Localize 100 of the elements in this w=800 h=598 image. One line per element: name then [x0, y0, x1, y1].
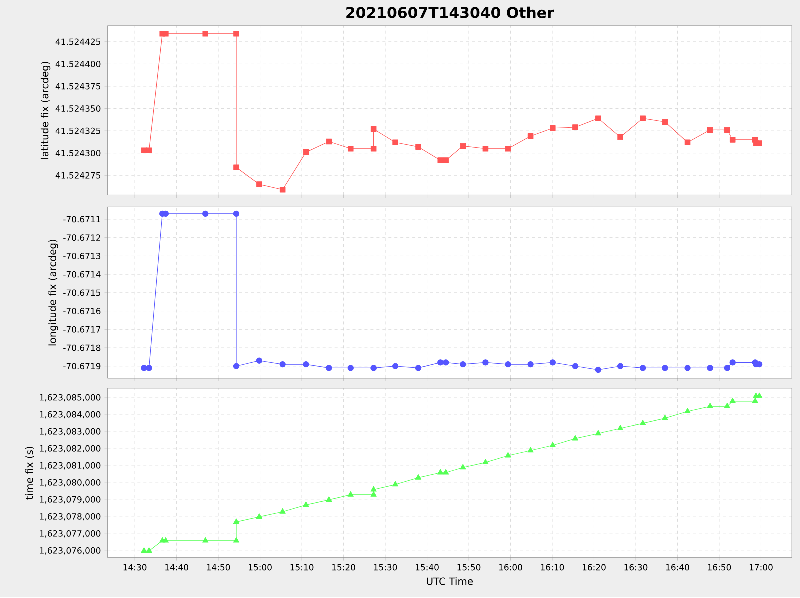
- y-tick-label: 41.524300: [56, 150, 101, 157]
- x-tick-label: 17:00: [750, 564, 773, 571]
- y-tick-label: -70.6714: [64, 272, 101, 278]
- point: [202, 211, 209, 218]
- x-tick-label: 16:50: [708, 564, 732, 571]
- point: [528, 362, 534, 368]
- point: [662, 365, 668, 372]
- point: [280, 362, 286, 368]
- y-axis-title: time fix (s): [26, 447, 34, 500]
- y-tick-label: 41.524275: [56, 172, 100, 180]
- point: [415, 365, 422, 372]
- point: [596, 116, 602, 122]
- x-tick-label: 16:00: [499, 564, 522, 571]
- x-tick-label: 16:40: [666, 564, 690, 571]
- y-tick-label: -70.6717: [64, 326, 101, 334]
- point: [280, 187, 286, 193]
- y-tick-label: -70.6711: [64, 216, 100, 223]
- x-tick-label: 14:30: [124, 564, 147, 571]
- point: [505, 146, 512, 152]
- y-tick-label: 1,623,084,000: [40, 412, 101, 419]
- chart-title: 20210607T143040 Other: [346, 7, 554, 19]
- point: [256, 358, 263, 364]
- point: [443, 158, 449, 164]
- point: [146, 365, 152, 372]
- point: [572, 124, 578, 131]
- point: [392, 140, 398, 146]
- point: [416, 144, 422, 150]
- y-tick-label: 41.524350: [56, 106, 101, 112]
- point: [392, 363, 399, 370]
- point: [442, 360, 450, 366]
- point: [730, 360, 736, 366]
- point: [348, 146, 354, 152]
- y-tick-label: 41.524325: [56, 128, 100, 134]
- point: [505, 362, 512, 368]
- point: [724, 365, 731, 372]
- y-axis-title: latitude fix (arcdeg): [40, 62, 51, 160]
- y-axis-title: longitude fix (arcdeg): [48, 240, 58, 346]
- point: [438, 360, 444, 366]
- x-tick-label: 14:40: [166, 564, 188, 571]
- point: [370, 146, 377, 152]
- y-tick-label: 41.524375: [56, 83, 100, 90]
- point: [618, 134, 624, 140]
- point: [370, 126, 377, 132]
- x-tick-label: 15:10: [290, 564, 314, 571]
- point: [482, 146, 489, 152]
- point: [163, 31, 169, 37]
- point: [233, 363, 240, 370]
- y-tick-label: 1,623,082,000: [40, 446, 101, 453]
- y-tick-label: -70.6712: [64, 234, 100, 242]
- point: [640, 365, 646, 372]
- y-tick-label: 1,623,077,000: [40, 530, 101, 538]
- x-tick-label: 15:00: [249, 564, 272, 571]
- point: [482, 360, 489, 366]
- y-tick-label: -70.6719: [64, 363, 101, 370]
- point: [640, 116, 646, 122]
- point: [550, 126, 556, 132]
- y-tick-label: 1,623,076,000: [40, 548, 101, 555]
- x-axis-title: UTC Time: [427, 578, 474, 586]
- point: [326, 139, 332, 145]
- point: [141, 148, 148, 154]
- point: [146, 148, 152, 154]
- x-tick-label: 15:50: [458, 564, 481, 571]
- y-tick-label: 1,623,081,000: [40, 462, 101, 470]
- y-tick-label: 1,623,079,000: [40, 496, 101, 504]
- point: [233, 211, 240, 218]
- point: [595, 367, 602, 374]
- x-tick-label: 16:20: [582, 564, 606, 571]
- point: [707, 365, 714, 372]
- point: [662, 119, 668, 126]
- point: [707, 127, 714, 134]
- y-tick-label: 1,623,085,000: [40, 394, 101, 402]
- point: [756, 140, 762, 147]
- y-tick-label: 41.524425: [56, 38, 100, 46]
- point: [572, 363, 579, 370]
- point: [303, 150, 310, 156]
- point: [724, 127, 730, 134]
- point: [234, 164, 240, 171]
- y-tick-label: 1,623,078,000: [40, 514, 101, 521]
- x-tick-label: 15:30: [374, 564, 398, 571]
- point: [438, 158, 444, 164]
- x-tick-label: 16:10: [541, 564, 564, 571]
- point: [234, 31, 240, 37]
- point: [348, 365, 354, 372]
- point: [684, 365, 691, 372]
- point: [730, 137, 736, 144]
- y-tick-label: 41.524400: [56, 61, 101, 68]
- y-tick-label: -70.6713: [64, 253, 101, 260]
- point: [303, 362, 310, 368]
- point: [141, 365, 148, 372]
- y-tick-label: -70.6718: [64, 345, 101, 352]
- point: [256, 182, 262, 188]
- point: [617, 363, 624, 370]
- x-tick-label: 15:20: [332, 564, 356, 571]
- y-tick-label: 1,623,083,000: [40, 428, 101, 436]
- y-tick-label: 1,623,080,000: [40, 480, 101, 487]
- point: [460, 362, 466, 368]
- point: [684, 140, 691, 146]
- y-tick-label: -70.6716: [64, 308, 101, 315]
- point: [202, 31, 208, 37]
- x-tick-label: 14:50: [207, 564, 230, 571]
